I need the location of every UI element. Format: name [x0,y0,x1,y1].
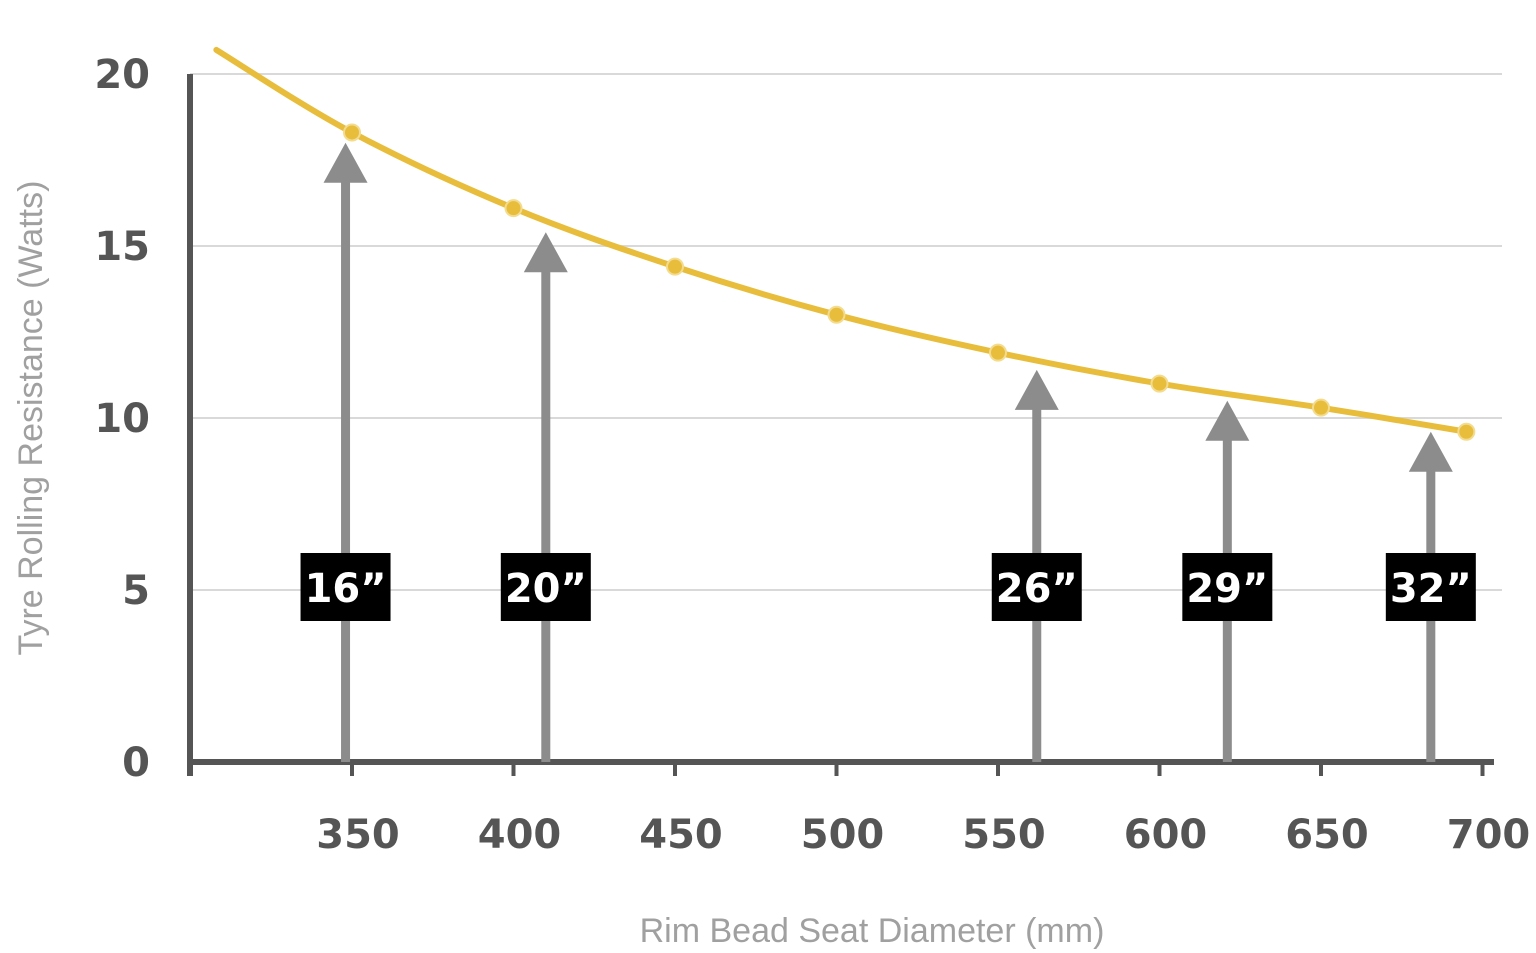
x-tick-label: 700 [1447,812,1531,858]
annotation-label: 16” [305,566,387,612]
data-point [1457,422,1476,441]
annotation-badge [1182,553,1273,621]
x-tick-label: 550 [962,812,1046,858]
x-tick-label: 400 [478,812,562,858]
data-point [343,123,361,142]
gridlines [190,73,1502,591]
x-tick-label: 450 [639,812,723,858]
y-tick-label: 10 [94,396,150,442]
data-point [1312,398,1330,417]
annotation-badge [991,553,1082,621]
annotation-arrow-head [323,142,368,183]
annotation-label: 20” [505,566,587,612]
annotation-arrow-head [523,232,568,273]
data-point [989,343,1007,362]
data-point [1150,374,1169,393]
annotation-label: 26” [996,566,1078,612]
x-axis-label: Rim Bead Seat Diameter (mm) [640,912,1105,950]
y-tick-label: 20 [94,52,150,98]
annotation-label: 32” [1390,566,1472,612]
y-tick-labels: 0 5 10 15 20 [94,52,150,786]
x-tick-label: 500 [801,812,885,858]
x-tick-labels: 350 400 450 500 550 600 650 700 [316,812,1530,858]
y-tick-label: 5 [122,568,150,614]
annotation-arrow-head [1014,369,1059,410]
y-tick-label: 0 [122,740,150,786]
x-tick-label: 650 [1285,812,1369,858]
series-group [213,46,1476,441]
data-point [827,305,846,324]
y-tick-label: 15 [94,224,150,270]
data-point [666,257,684,276]
annotation-badge [300,553,391,621]
annotation-badges: 16” 20” 26” 29” 32” [300,553,1476,621]
annotation-arrow-head [1205,400,1250,441]
annotation-badge [1385,553,1476,621]
axes [187,74,1494,776]
annotation-arrows [323,142,1453,762]
x-tick-label: 600 [1124,812,1208,858]
annotation-badge [500,553,591,621]
annotation-label: 29” [1186,566,1268,612]
y-axis-label: Tyre Rolling Resistance (Watts) [12,181,50,656]
data-point [504,199,523,218]
annotation-arrow-head [1408,431,1453,472]
series-line [213,46,1470,435]
x-tick-label: 350 [316,812,400,858]
